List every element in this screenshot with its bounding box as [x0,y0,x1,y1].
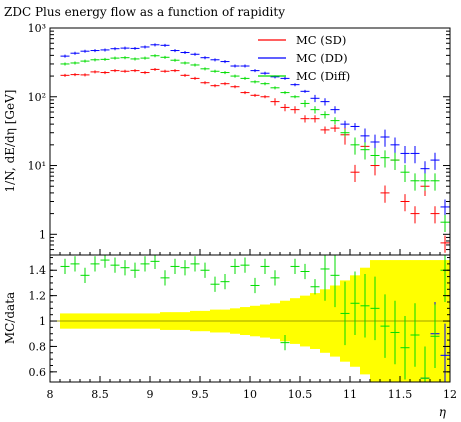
y-tick-label-ratio: 1 [39,315,46,328]
x-tick-label: 10 [243,388,257,401]
y-axis-label-ratio: MC/data [3,292,17,344]
chart-title: ZDC Plus energy flow as a function of ra… [4,5,285,19]
y-tick-label-ratio: 0.8 [29,340,47,353]
y-tick-label-main: 10² [28,91,46,104]
ratio-panel [50,260,451,382]
x-axis-label: η [439,405,447,419]
y-tick-label-ratio: 0.6 [29,366,47,379]
x-tick-label: 11.5 [388,388,413,401]
series-layer [60,43,450,382]
y-axis-label-main: 1/N, dE/dη [GeV] [3,90,17,193]
x-tick-label: 9 [147,388,154,401]
x-tick-label: 11 [343,388,357,401]
legend: MC (SD) MC (DD) MC (Diff) [258,33,350,83]
main-plot-frame [49,27,451,256]
legend-label-sd: MC (SD) [296,33,346,47]
y-tick-label-main: 10¹ [28,160,46,173]
x-tick-label: 8 [47,388,54,401]
x-tick-label: 12 [443,388,457,401]
y-tick-label-main: 10³ [28,22,46,35]
legend-label-diff: MC (Diff) [296,69,350,83]
y-tick-label-main: 1 [39,228,46,241]
x-tick-label: 10.5 [288,388,313,401]
x-tick-label: 9.5 [191,388,209,401]
y-tick-label-ratio: 1.2 [29,290,47,303]
x-tick-label: 8.5 [91,388,109,401]
axis-layer: 8 8.5 9 9.5 10 10.5 11 11.5 12 1 10¹ 10² 10³ 0.6 0.8 1 1… [28,22,457,401]
legend-label-dd: MC (DD) [296,51,348,65]
y-tick-label-ratio: 1.4 [29,264,47,277]
